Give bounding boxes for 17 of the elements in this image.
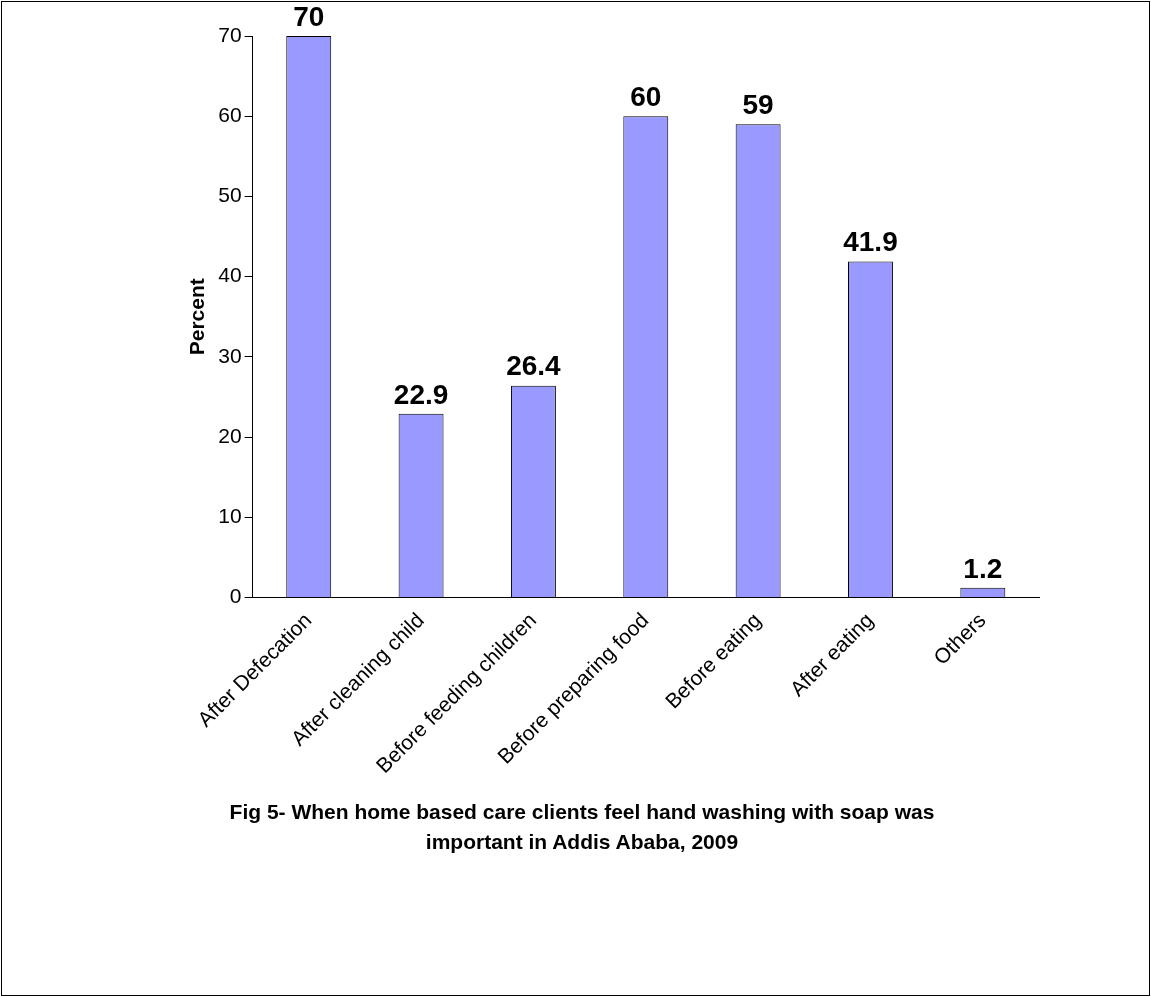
y-tick-label: 50 <box>218 183 242 207</box>
y-tick-label: 0 <box>229 584 242 608</box>
data-label: 1.2 <box>963 552 1003 584</box>
data-label: 26.4 <box>506 350 562 382</box>
y-tick-label: 70 <box>218 22 242 46</box>
data-label: 59 <box>742 88 774 120</box>
data-label: 22.9 <box>393 378 449 410</box>
data-label: 70 <box>293 0 325 32</box>
data-label: 60 <box>630 80 662 112</box>
y-axis-title: Percent <box>185 278 209 356</box>
y-tick-label: 60 <box>218 103 242 127</box>
y-tick-label: 10 <box>218 504 242 528</box>
y-tick-label: 30 <box>218 343 242 367</box>
y-tick-label: 40 <box>218 263 242 287</box>
y-tick-label: 20 <box>218 423 242 447</box>
data-label: 41.9 <box>843 226 898 258</box>
text: Fig 5- When home based care clients feel hand washing with soap was important in Addis Ababa, 2009 <box>228 799 936 855</box>
